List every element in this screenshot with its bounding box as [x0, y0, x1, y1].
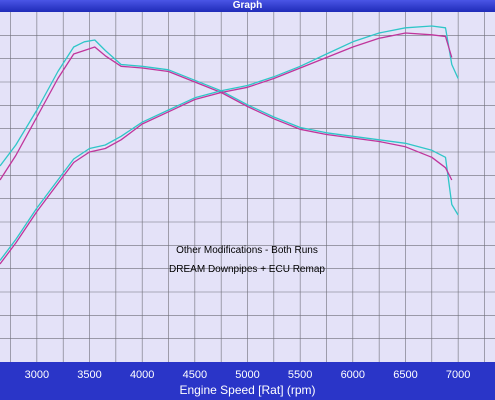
series-line-3 [0, 25, 459, 261]
x-tick-label: 4500 [183, 369, 207, 381]
x-axis-label: Engine Speed [Rat] (rpm) [179, 383, 316, 397]
x-tick-label: 6000 [341, 369, 365, 381]
x-tick-label: 3500 [77, 369, 101, 381]
chart: Other Modifications - Both Runs DREAM Do… [0, 12, 495, 381]
annotation-mods: DREAM Downpipes + ECU Remap [169, 264, 325, 275]
series-line-4 [0, 32, 453, 265]
series-line-1 [0, 39, 459, 216]
x-axis-band [0, 362, 495, 400]
x-tick-labels: 3000 3500 4000 4500 5000 5500 6000 6500 7000 [25, 369, 471, 381]
x-tick-label: 3000 [25, 369, 49, 381]
x-tick-label: 6500 [393, 369, 417, 381]
x-tick-label: 5500 [288, 369, 312, 381]
x-tick-label: 4000 [130, 369, 154, 381]
window-title: Graph [0, 0, 495, 12]
horizontal-gridlines [0, 35, 495, 339]
x-tick-label: 5000 [235, 369, 259, 381]
series-lines [0, 25, 459, 265]
x-tick-label: 7000 [446, 369, 470, 381]
series-line-2 [0, 46, 453, 181]
annotation-runs: Other Modifications - Both Runs [176, 245, 318, 256]
vertical-gridlines [10, 12, 485, 362]
